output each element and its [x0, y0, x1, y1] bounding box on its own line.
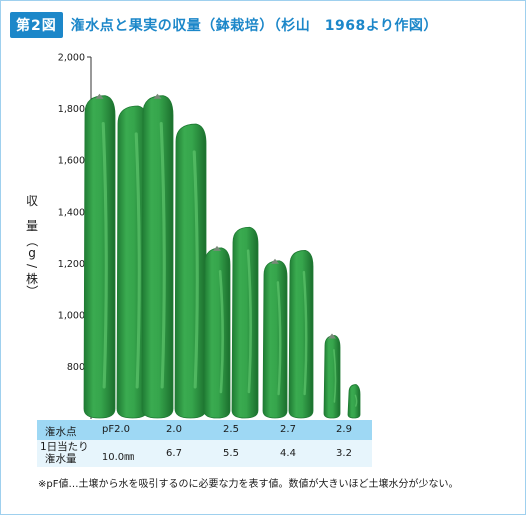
table-row-daily-water — [37, 440, 372, 467]
fruit-bar — [203, 247, 231, 419]
fruit-bar — [141, 95, 174, 419]
fruit-stem — [271, 258, 279, 264]
fruit-highlight — [101, 122, 108, 389]
table-cell-pf: 2.7 — [280, 424, 296, 435]
y-axis-label-char: 株 — [25, 272, 38, 286]
y-tick-label: 1,600 — [58, 156, 85, 167]
y-axis-label-char: 収 — [25, 194, 38, 208]
figure-title: 潅水点と果実の収量（鉢栽培）（杉山 1968より作図） — [70, 18, 438, 34]
figure-number-badge: 第2図 — [10, 12, 63, 38]
fruit-bar — [231, 226, 259, 419]
table-cell-water: 3.2 — [336, 448, 352, 459]
fruit-highlight — [192, 150, 199, 389]
fruit-highlight — [302, 270, 308, 396]
table-cell-pf: pF2.0 — [101, 424, 131, 435]
table-cell-water: 5.5 — [223, 448, 239, 459]
table-cell-pf: 2.0 — [166, 424, 182, 435]
table-label-daily-water-line1: 1日当たり — [40, 441, 89, 453]
table-label-daily-water-line2: 潅水量 — [45, 453, 77, 465]
fruit-highlight — [276, 281, 282, 396]
fruit-bar — [347, 384, 361, 419]
fruit-stem — [95, 93, 104, 99]
fruit-highlight — [159, 122, 166, 389]
table-label-irrigation-point: 潅水点 — [45, 426, 77, 438]
fruit-highlight — [134, 132, 141, 389]
y-axis-label: 収 量 （ g / 株 ） — [22, 192, 42, 297]
fruit-highlight — [246, 249, 252, 394]
fruit-bar — [323, 335, 341, 419]
fruit-bar — [288, 250, 314, 419]
y-tick-label: 1,200 — [58, 259, 85, 270]
footnote: ※pF値…土壌から水を吸引するのに必要な力を表す値。数値が大きいほど土壌水分が少… — [38, 479, 459, 490]
fruit-bar — [262, 260, 288, 419]
y-tick-label: 1,400 — [58, 207, 85, 218]
y-tick-label: 2,000 — [58, 53, 85, 64]
table-cell-pf: 2.5 — [223, 424, 239, 435]
fruit-stem — [328, 333, 336, 339]
y-tick-label: 800 — [67, 362, 85, 373]
fruit-highlight — [333, 349, 337, 403]
table-cell-water: 6.7 — [166, 448, 182, 459]
table-row-irrigation-point — [37, 420, 372, 440]
table-cell-water: 4.4 — [280, 448, 296, 459]
fruit-stem — [213, 245, 221, 251]
fruit-bar — [174, 123, 207, 419]
figure-header: 第2図 潅水点と果実の収量（鉢栽培）（杉山 1968より作図） — [10, 12, 438, 38]
y-tick-label: 1,000 — [58, 310, 85, 321]
fruit-stem — [153, 93, 162, 99]
fruit-highlight — [218, 269, 224, 394]
table-cell-pf: 2.9 — [336, 424, 352, 435]
table-cell-water: 10.0㎜ — [101, 452, 135, 463]
y-tick-label: 1,800 — [58, 104, 85, 115]
fruit-highlight — [354, 394, 358, 407]
y-axis-label-char: 量 — [25, 219, 38, 233]
fruit-bar — [83, 95, 116, 419]
y-axis-label-char: g — [28, 246, 36, 260]
